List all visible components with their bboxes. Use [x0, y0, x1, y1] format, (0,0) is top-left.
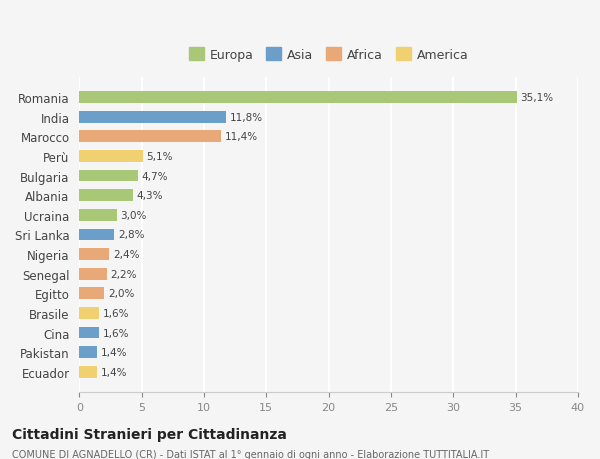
Text: 2,8%: 2,8%: [118, 230, 145, 240]
Text: COMUNE DI AGNADELLO (CR) - Dati ISTAT al 1° gennaio di ogni anno - Elaborazione : COMUNE DI AGNADELLO (CR) - Dati ISTAT al…: [12, 449, 489, 459]
Bar: [79, 170, 138, 182]
Bar: [79, 288, 104, 300]
Text: 1,4%: 1,4%: [101, 347, 127, 358]
Text: 1,4%: 1,4%: [101, 367, 127, 377]
Bar: [79, 209, 117, 221]
Bar: [79, 131, 221, 143]
Text: 11,8%: 11,8%: [230, 112, 263, 123]
Text: 2,2%: 2,2%: [110, 269, 137, 279]
Text: 35,1%: 35,1%: [521, 93, 554, 103]
Bar: [79, 327, 99, 339]
Legend: Europa, Asia, Africa, America: Europa, Asia, Africa, America: [184, 43, 474, 67]
Text: 5,1%: 5,1%: [146, 151, 173, 162]
Bar: [79, 190, 133, 202]
Text: 4,3%: 4,3%: [137, 191, 163, 201]
Text: 2,0%: 2,0%: [108, 289, 134, 299]
Bar: [79, 151, 143, 162]
Text: 4,7%: 4,7%: [142, 171, 168, 181]
Bar: [79, 229, 114, 241]
Text: 11,4%: 11,4%: [225, 132, 259, 142]
Bar: [79, 347, 97, 358]
Bar: [79, 366, 97, 378]
Bar: [79, 268, 107, 280]
Bar: [79, 308, 99, 319]
Text: 1,6%: 1,6%: [103, 328, 130, 338]
Text: Cittadini Stranieri per Cittadinanza: Cittadini Stranieri per Cittadinanza: [12, 427, 287, 441]
Bar: [79, 249, 109, 260]
Bar: [79, 112, 226, 123]
Text: 2,4%: 2,4%: [113, 250, 140, 259]
Text: 3,0%: 3,0%: [121, 210, 147, 220]
Bar: [79, 92, 517, 104]
Text: 1,6%: 1,6%: [103, 308, 130, 318]
